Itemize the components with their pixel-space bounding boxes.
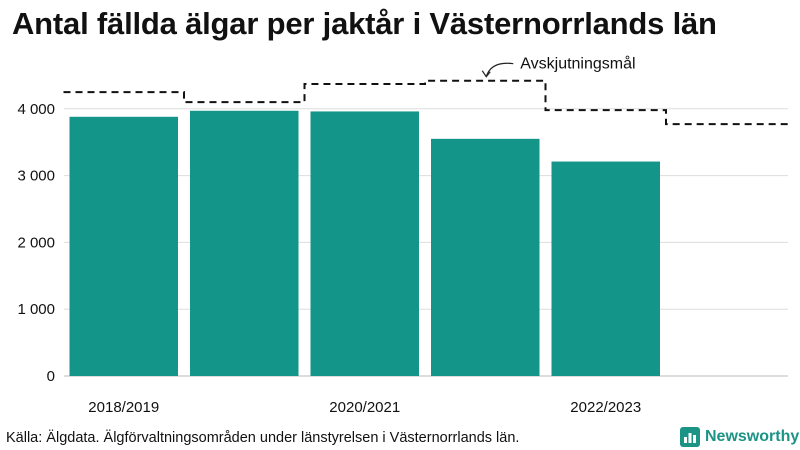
bar-2018/2019	[69, 116, 178, 376]
annotation-label: Avskjutningsmål	[520, 55, 635, 73]
bar-2021/2022	[431, 138, 540, 376]
y-tick-label: 1 000	[17, 301, 55, 318]
target-step-line	[63, 79, 788, 126]
y-tick-label: 4 000	[17, 101, 55, 118]
axis-labels: 0 1 000 2 000 3 000 4 000 2018/2019 2020/2021 2…	[17, 101, 641, 416]
chart-title: Antal fällda älgar per jaktår i Västerno…	[12, 6, 717, 41]
x-tick-label: 2018/2019	[88, 399, 159, 416]
gridlines	[64, 108, 788, 377]
annotation-arrowhead	[481, 70, 491, 78]
annotation-arrow	[485, 62, 514, 77]
bars	[69, 110, 660, 377]
bar-chart-logo-icon	[680, 427, 700, 447]
y-tick-label: 3 000	[17, 168, 55, 185]
y-tick-label: 0	[47, 368, 55, 385]
brand-logo[interactable]: Newsworthy	[680, 427, 799, 447]
brand-name: Newsworthy	[705, 428, 800, 445]
y-tick-label: 2 000	[17, 234, 55, 251]
target-line	[63, 79, 788, 126]
bar-2020/2021	[310, 111, 419, 377]
source-note: Källa: Älgdata. Älgförvaltningsområden u…	[6, 430, 520, 446]
bar-2022/2023	[551, 161, 660, 376]
bar-2019/2020	[190, 110, 299, 377]
x-tick-label: 2022/2023	[570, 399, 641, 416]
annotation: Avskjutningsmål	[481, 55, 636, 78]
x-tick-label: 2020/2021	[329, 399, 400, 416]
